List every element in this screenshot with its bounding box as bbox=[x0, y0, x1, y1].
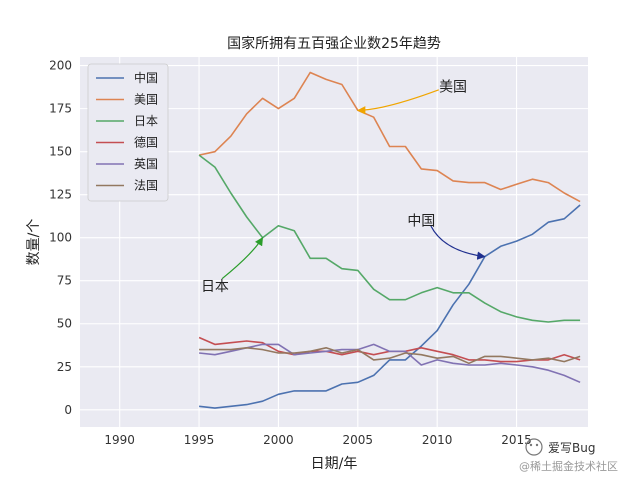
annotation-arrow bbox=[356, 89, 439, 115]
watermark-title: 爱写Bug bbox=[548, 441, 595, 455]
y-tick-label: 175 bbox=[49, 102, 72, 116]
series-line-美国 bbox=[198, 71, 581, 203]
watermark: 爱写Bug @稀土掘金技术社区 bbox=[519, 438, 618, 473]
annotation-label: 日本 bbox=[201, 279, 229, 295]
annotation-label: 中国 bbox=[407, 213, 435, 229]
series-line-中国 bbox=[199, 204, 581, 409]
y-tick-label: 25 bbox=[57, 360, 72, 374]
y-tick-label: 50 bbox=[57, 317, 72, 331]
x-tick-label: 2000 bbox=[263, 433, 294, 447]
wechat-icon bbox=[525, 438, 543, 456]
annotation-arrow bbox=[221, 236, 264, 280]
annotation-arrow bbox=[430, 225, 486, 260]
annotation-label: 美国 bbox=[439, 79, 467, 95]
wechat-icon-eye-left bbox=[529, 443, 533, 447]
grid bbox=[80, 57, 588, 427]
legend-box bbox=[87, 63, 169, 202]
tick-labels: 1990 1995 2000 2005 2010 2015 0 25 50 75 100 125 150… bbox=[49, 59, 532, 447]
y-tick-label: 150 bbox=[49, 145, 72, 159]
series-line-英国 bbox=[199, 343, 581, 384]
legend-label: 美国 bbox=[134, 93, 158, 107]
x-tick-label: 2005 bbox=[343, 433, 374, 447]
chart-title: 国家所拥有五百强企业数25年趋势 bbox=[227, 35, 441, 52]
y-tick-label: 200 bbox=[49, 59, 72, 73]
series-line-法国 bbox=[199, 346, 581, 365]
x-tick-label: 1990 bbox=[104, 433, 135, 447]
y-tick-label: 100 bbox=[49, 231, 72, 245]
x-tick-label: 2010 bbox=[422, 433, 453, 447]
x-axis-label: 日期/年 bbox=[311, 456, 358, 472]
legend-label: 德国 bbox=[134, 135, 158, 150]
legend-label: 英国 bbox=[134, 157, 158, 171]
watermark-site: @稀土掘金技术社区 bbox=[519, 459, 618, 473]
y-tick-label: 75 bbox=[57, 274, 72, 288]
wechat-icon-eye-right bbox=[535, 443, 539, 447]
legend-label: 日本 bbox=[134, 114, 158, 128]
legend-label: 法国 bbox=[134, 179, 158, 193]
x-tick-label: 2015 bbox=[501, 433, 532, 447]
legend-label: 中国 bbox=[134, 70, 158, 85]
y-tick-label: 125 bbox=[49, 188, 72, 202]
x-tick-label: 1995 bbox=[184, 433, 215, 447]
y-axis-label: 数量/个 bbox=[26, 219, 42, 266]
y-tick-label: 0 bbox=[64, 403, 72, 417]
